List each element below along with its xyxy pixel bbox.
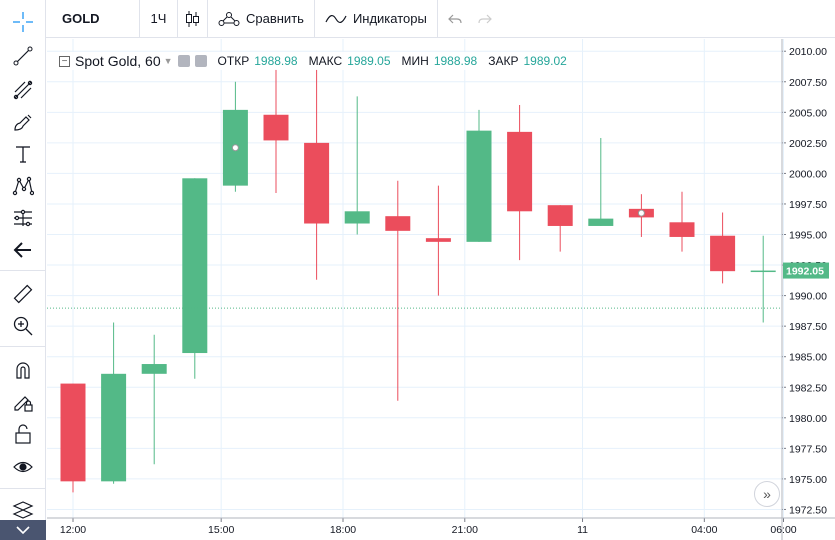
candle-body [425,238,451,242]
candle-body [304,142,330,224]
brush-icon[interactable] [0,106,46,138]
event-marker [637,209,645,217]
y-tick-label: 1975.00 [789,474,827,486]
resolution-label: 1Ч [150,11,167,26]
candle-body [263,114,289,141]
scroll-to-realtime-button[interactable]: » [754,481,780,507]
x-tick-label: 21:00 [452,524,478,536]
y-tick-label: 1985.00 [789,352,827,364]
y-tick-label: 2005.00 [789,107,827,119]
y-tick-label: 1972.50 [789,504,827,516]
fib-icon[interactable] [0,74,46,106]
hide-toolbar-button[interactable] [0,520,46,540]
candles-icon [185,10,199,27]
open-value: 1988.98 [254,54,298,68]
zoom-in-icon[interactable] [0,310,46,342]
price-chart[interactable]: 2010.00 2007.50 2005.00 2002.50 2000.00 1997.… [47,39,835,540]
sidebar-divider [0,346,46,347]
candle-body [588,218,614,226]
undo-icon[interactable] [447,13,462,25]
y-tick-label: 1987.50 [789,321,827,333]
trendline-icon[interactable] [0,40,46,72]
close-value: 1989.02 [523,54,567,68]
y-tick-label: 1977.50 [789,443,827,455]
compare-button[interactable]: Сравнить [208,0,315,38]
y-tick-label: 2002.50 [789,138,827,150]
candle-body [669,222,695,237]
lock-drawing-icon[interactable] [0,386,46,418]
open-label: ОТКР [217,54,250,68]
x-tick-label: 04:00 [691,524,717,536]
candle-body [466,130,492,242]
low-value: 1988.98 [433,54,478,68]
event-marker [231,144,239,152]
collapse-legend-button[interactable]: − [59,55,70,67]
candle-body [507,131,533,212]
y-tick-label: 1995.00 [789,230,827,242]
indicators-icon [325,14,347,23]
y-tick-label: 2000.00 [789,168,827,180]
layers-icon[interactable] [0,494,46,526]
y-tick-label: 2010.00 [789,46,827,58]
symbol-label: GOLD [62,11,100,26]
candle-body [101,373,127,482]
y-tick-label: 2007.50 [789,77,827,89]
x-tick-label: 18:00 [330,524,356,536]
magnet-icon[interactable] [0,354,46,386]
indicators-label: Индикаторы [352,11,427,26]
compare-label: Сравнить [246,11,304,26]
compare-icon [218,11,240,26]
candle-body [60,383,86,482]
chart-type-button[interactable] [178,0,208,38]
candle-body [750,270,776,273]
indicators-button[interactable]: Индикаторы [315,0,438,38]
sidebar-divider [0,488,46,489]
resolution-button[interactable]: 1Ч [140,0,178,38]
x-tick-label: 15:00 [208,524,234,536]
prediction-icon[interactable] [0,202,46,234]
candle-body [385,216,411,231]
back-arrow-icon[interactable] [0,234,46,266]
high-value: 1989.05 [347,54,391,68]
series-legend: − Spot Gold, 60 ▼ ОТКР 1988.98 МАКС 1989… [59,52,573,70]
candle-body [182,178,208,354]
lock-icon[interactable] [0,418,46,450]
crosshair-icon[interactable] [0,6,46,38]
eye-icon[interactable] [0,451,46,483]
candle-body [344,211,370,224]
x-tick-label: 12:00 [60,524,86,536]
candle-body [710,235,736,272]
close-label: ЗАКР [488,54,519,68]
drawing-toolbar [0,0,46,540]
ruler-icon[interactable] [0,278,46,310]
candle-body [141,364,167,374]
y-tick-label: 1982.50 [789,382,827,394]
symbol-search-button[interactable]: GOLD [0,0,140,38]
close-icon[interactable] [194,55,207,67]
y-tick-label: 1997.50 [789,199,827,211]
x-tick-label: 06:00 [770,524,796,536]
high-label: МАКС [308,54,343,68]
series-title[interactable]: Spot Gold, 60 [75,53,161,69]
current-price-label: 1992.05 [786,266,824,278]
text-icon[interactable] [0,138,46,170]
caret-down-icon[interactable]: ▼ [163,56,173,66]
top-toolbar: GOLD 1Ч Сравнить Индикаторы [0,0,835,38]
pattern-icon[interactable] [0,170,46,202]
settings-icon[interactable] [177,55,190,67]
current-price-badge [783,262,829,279]
x-tick-label: 11 [577,524,588,536]
chevron-down-icon [16,526,30,535]
sidebar-divider [0,270,46,271]
y-tick-label: 1980.00 [789,413,827,425]
redo-icon[interactable] [478,13,492,25]
y-tick-label: 1990.00 [789,291,827,303]
low-label: МИН [401,54,429,68]
undo-redo-group [438,0,502,38]
double-chevron-right-icon: » [763,486,771,502]
candle-body [547,205,573,226]
